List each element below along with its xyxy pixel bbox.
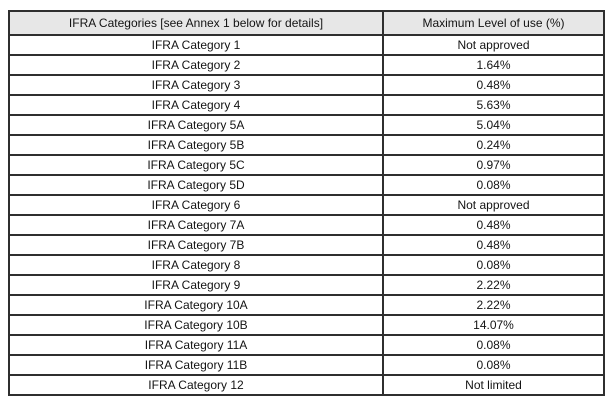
table-row: IFRA Category 6 Not approved: [8, 194, 605, 216]
cell-category: IFRA Category 10B: [8, 314, 384, 336]
cell-category: IFRA Category 2: [8, 54, 384, 76]
cell-max-level: 0.48%: [382, 74, 605, 96]
cell-max-level: 0.08%: [382, 174, 605, 196]
table-row: IFRA Category 5B 0.24%: [8, 134, 605, 156]
cell-max-level: 0.48%: [382, 234, 605, 256]
table-header-row: IFRA Categories [see Annex 1 below for d…: [8, 10, 605, 36]
ifra-categories-table: IFRA Categories [see Annex 1 below for d…: [8, 10, 605, 396]
table-row: IFRA Category 5C 0.97%: [8, 154, 605, 176]
cell-category: IFRA Category 8: [8, 254, 384, 276]
cell-category: IFRA Category 5C: [8, 154, 384, 176]
cell-category: IFRA Category 6: [8, 194, 384, 216]
cell-max-level: 2.22%: [382, 294, 605, 316]
table-row: IFRA Category 7B 0.48%: [8, 234, 605, 256]
table-row: IFRA Category 7A 0.48%: [8, 214, 605, 236]
cell-max-level: 5.04%: [382, 114, 605, 136]
cell-category: IFRA Category 4: [8, 94, 384, 116]
table-row: IFRA Category 1 Not approved: [8, 34, 605, 56]
cell-max-level: 1.64%: [382, 54, 605, 76]
cell-category: IFRA Category 10A: [8, 294, 384, 316]
cell-max-level: 0.08%: [382, 354, 605, 376]
cell-category: IFRA Category 11B: [8, 354, 384, 376]
table-row: IFRA Category 10B 14.07%: [8, 314, 605, 336]
cell-max-level: 5.63%: [382, 94, 605, 116]
cell-category: IFRA Category 11A: [8, 334, 384, 356]
cell-max-level: Not approved: [382, 34, 605, 56]
cell-category: IFRA Category 3: [8, 74, 384, 96]
cell-max-level: Not limited: [382, 374, 605, 396]
table-row: IFRA Category 10A 2.22%: [8, 294, 605, 316]
cell-category: IFRA Category 5A: [8, 114, 384, 136]
table-row: IFRA Category 9 2.22%: [8, 274, 605, 296]
table-row: IFRA Category 12 Not limited: [8, 374, 605, 396]
table-row: IFRA Category 11B 0.08%: [8, 354, 605, 376]
cell-max-level: 0.97%: [382, 154, 605, 176]
cell-category: IFRA Category 5B: [8, 134, 384, 156]
cell-category: IFRA Category 7A: [8, 214, 384, 236]
table-row: IFRA Category 11A 0.08%: [8, 334, 605, 356]
cell-max-level: 0.08%: [382, 254, 605, 276]
table-row: IFRA Category 4 5.63%: [8, 94, 605, 116]
cell-category: IFRA Category 12: [8, 374, 384, 396]
header-cell-max-level: Maximum Level of use (%): [382, 10, 605, 36]
cell-max-level: 14.07%: [382, 314, 605, 336]
cell-max-level: 0.24%: [382, 134, 605, 156]
table-row: IFRA Category 8 0.08%: [8, 254, 605, 276]
table-row: IFRA Category 5D 0.08%: [8, 174, 605, 196]
table-row: IFRA Category 5A 5.04%: [8, 114, 605, 136]
header-cell-category: IFRA Categories [see Annex 1 below for d…: [8, 10, 384, 36]
cell-category: IFRA Category 1: [8, 34, 384, 56]
cell-max-level: Not approved: [382, 194, 605, 216]
cell-category: IFRA Category 7B: [8, 234, 384, 256]
cell-max-level: 0.48%: [382, 214, 605, 236]
cell-category: IFRA Category 9: [8, 274, 384, 296]
cell-max-level: 0.08%: [382, 334, 605, 356]
cell-category: IFRA Category 5D: [8, 174, 384, 196]
table-row: IFRA Category 3 0.48%: [8, 74, 605, 96]
cell-max-level: 2.22%: [382, 274, 605, 296]
table-row: IFRA Category 2 1.64%: [8, 54, 605, 76]
